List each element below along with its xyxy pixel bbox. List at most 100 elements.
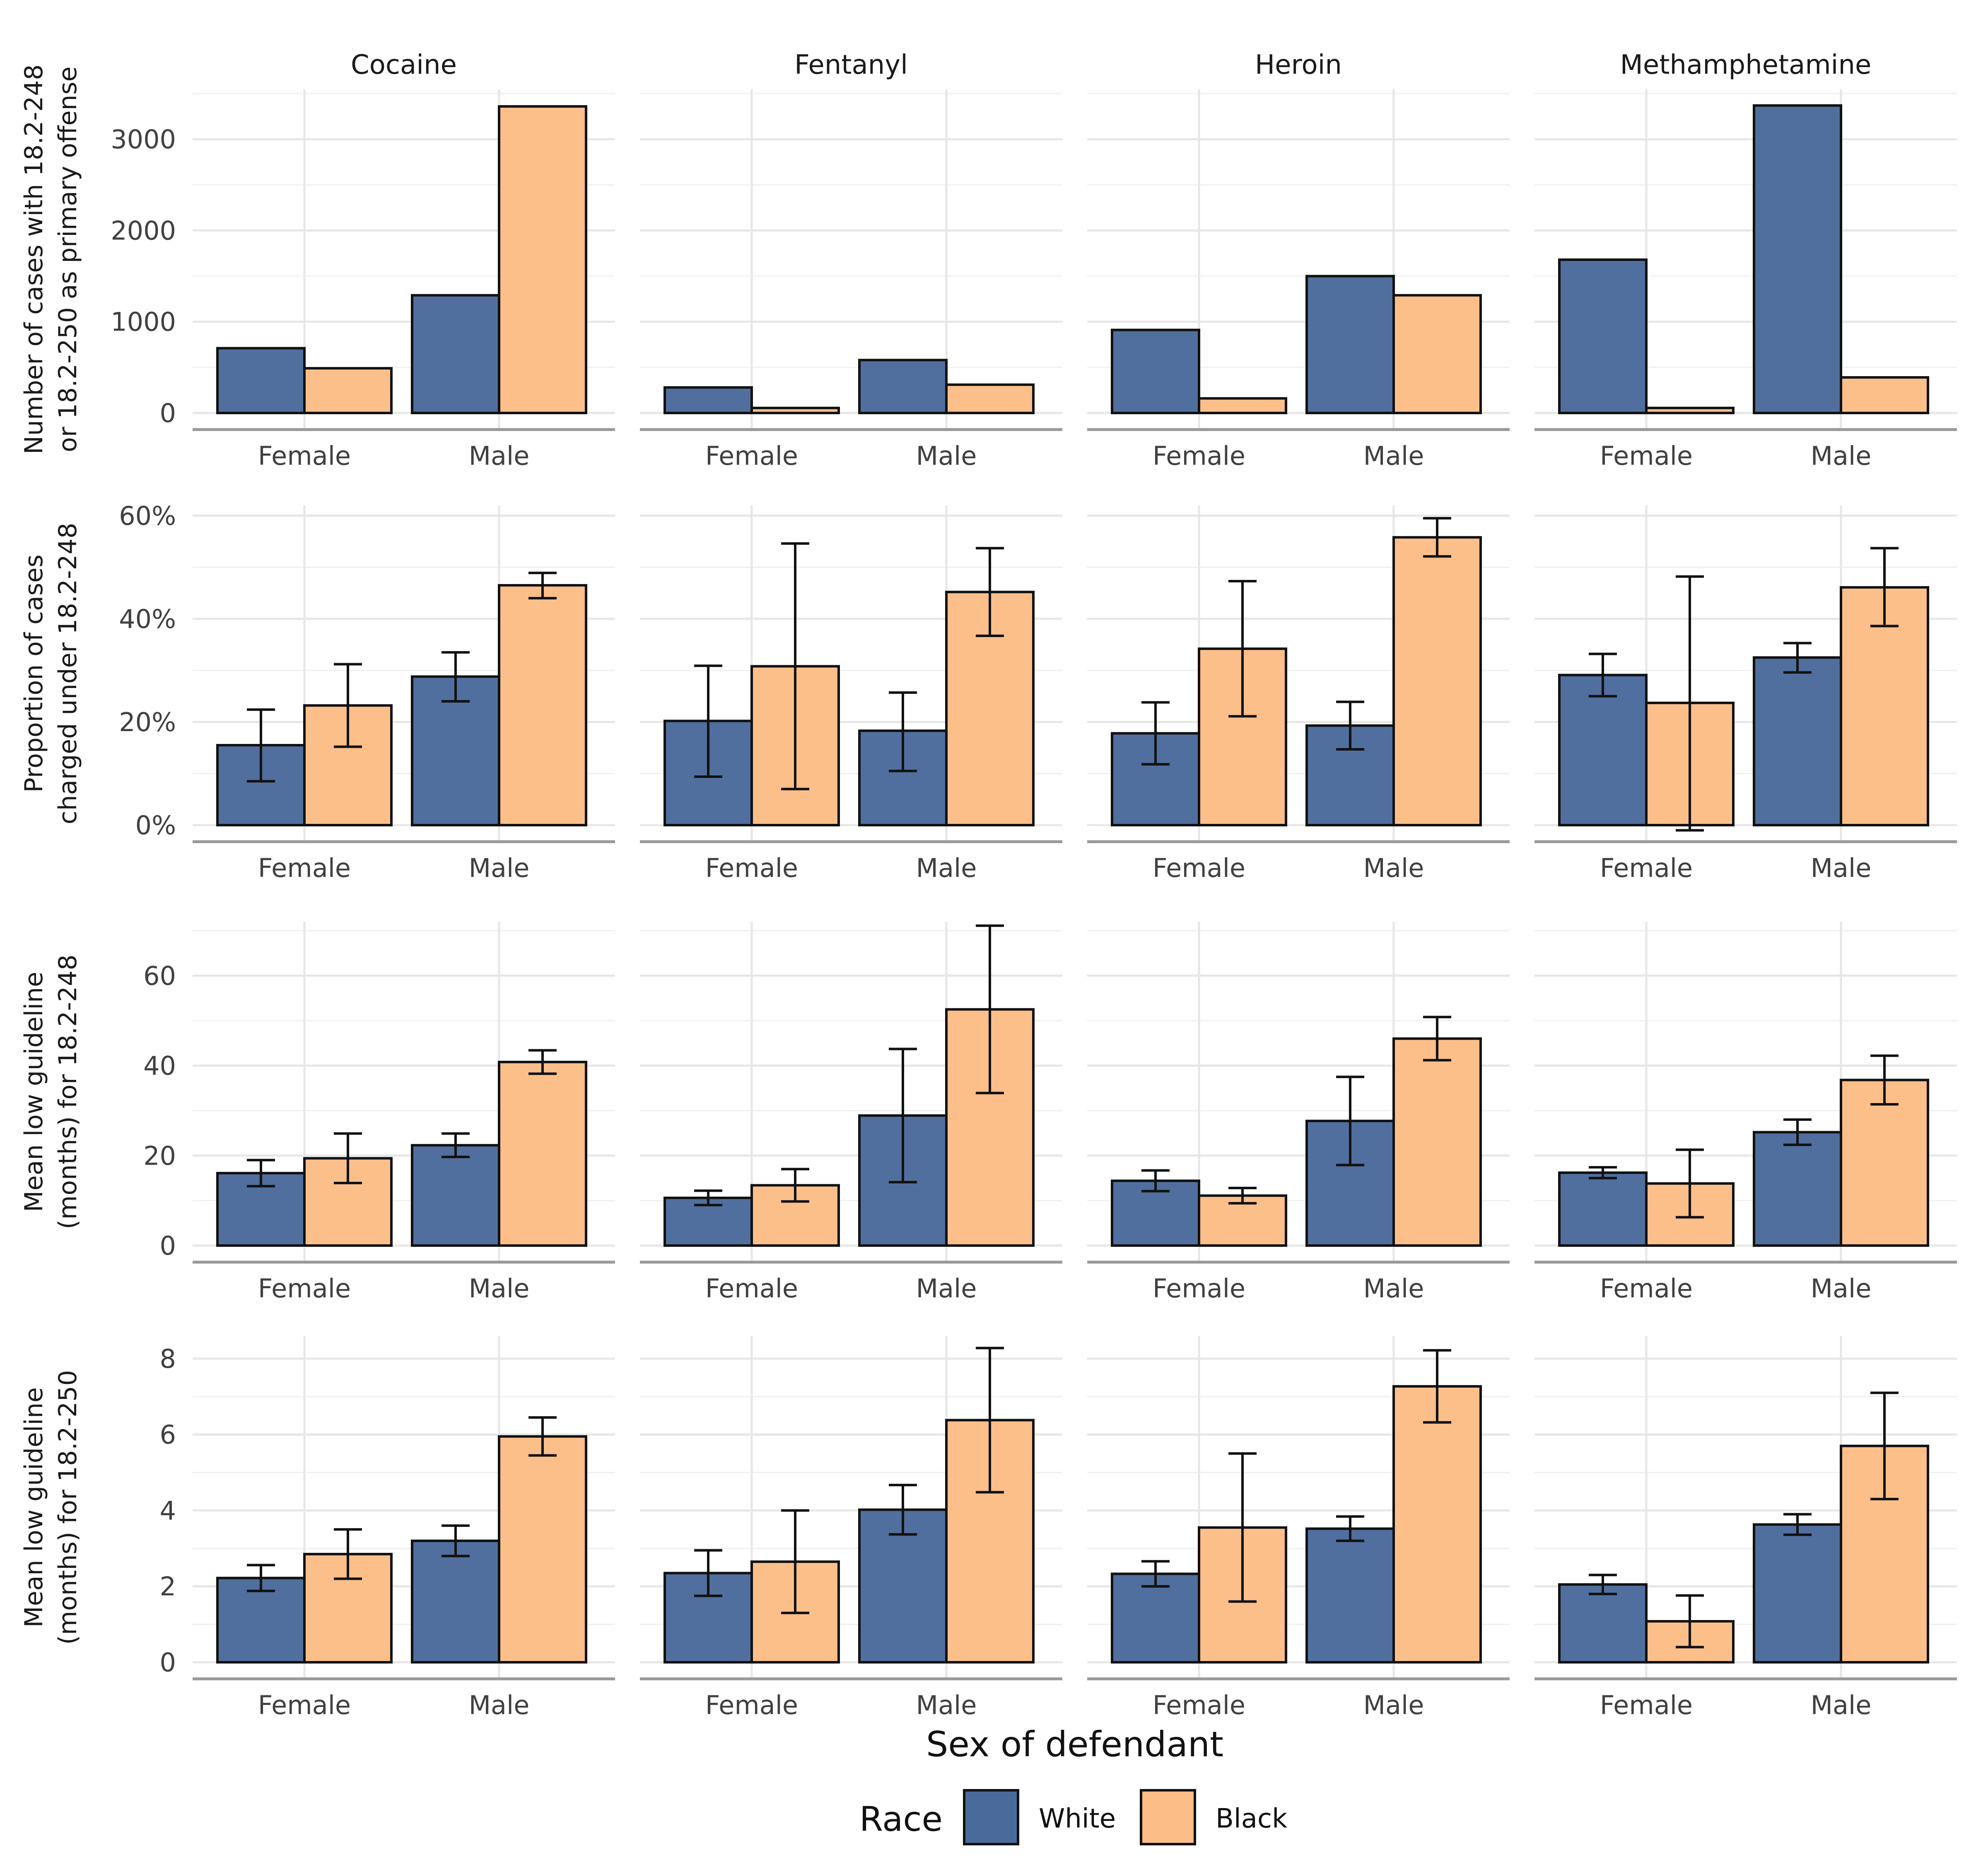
x-tick-label-female: Female [1600,853,1693,883]
bar-black-male [1392,1385,1482,1664]
legend-swatch-white [963,1789,1019,1845]
legend-title: Race [859,1800,943,1839]
x-tick-label-male: Male [469,853,530,883]
bar-black-male [498,105,587,414]
bar-white-female [1558,1171,1648,1247]
legend: Race White Black [859,1789,1287,1845]
bar-black-male [945,1419,1035,1664]
x-tick-label-female: Female [1153,853,1245,883]
y-tick-label: 3000 [111,124,176,155]
panel-methamphetamine-row-3: Female Male [1534,922,1957,1304]
bar-white-male [1753,1523,1842,1664]
x-tick-label-male: Male [1363,1273,1424,1304]
y-tick-label: 60% [119,501,176,531]
panel-cocaine-row-2: Female Male [193,505,615,883]
bar-white-male [858,359,948,415]
x-tick-label-female: Female [1153,441,1245,471]
bar-white-female [1558,674,1648,827]
x-tick-label-male: Male [916,853,977,883]
x-tick-label-female: Female [705,1273,798,1304]
legend-label-black: Black [1216,1804,1287,1834]
y-axis-title-row-3: Mean low guideline (months) for 18.2-248 [19,954,82,1229]
panel-fentanyl-row-3: Female Male [640,922,1062,1304]
x-tick-label-female: Female [258,1690,351,1720]
x-tick-label-male: Male [1363,1690,1424,1720]
y-tick-label: 20% [119,707,176,737]
facet-title-cocaine: Cocaine [351,50,457,80]
panel-fentanyl-row-2: Female Male [640,505,1062,883]
y-tick-label: 1000 [111,307,176,337]
x-tick-label-male: Male [1811,1273,1872,1304]
bar-black-male [1392,1037,1482,1247]
bar-black-male [945,383,1035,414]
panel-methamphetamine-row-4: Female Male [1534,1336,1957,1720]
x-tick-label-male: Male [916,1273,977,1304]
x-axis-title: Sex of defendant [926,1724,1223,1765]
y-tick-label: 0 [160,398,176,428]
x-tick-label-female: Female [705,1690,798,1720]
y-axis-title-line: Proportion of cases [19,555,48,793]
x-tick-label-male: Male [916,441,977,471]
x-tick-label-male: Male [1811,853,1872,883]
bar-white-male [411,1539,500,1664]
bar-black-female [750,406,840,415]
x-tick-label-male: Male [469,1273,530,1304]
bar-black-male [1392,536,1482,826]
bar-black-male [1392,294,1482,414]
panel-heroin-row-1: Female Male [1087,89,1510,471]
y-axis-title-row-1: Number of cases with 18.2-248 or 18.2-250… [19,64,82,454]
y-axis-title-line: or 18.2-250 as primary offense [53,66,82,452]
legend-swatch-black [1140,1789,1196,1845]
bar-black-male [498,584,587,826]
y-tick-label: 60 [143,961,176,991]
x-tick-label-male: Male [1811,1690,1872,1720]
y-tick-label: 20 [143,1141,176,1171]
y-tick-label: 40 [143,1051,176,1081]
x-tick-label-male: Male [1363,441,1424,471]
bar-white-male [1305,1527,1395,1664]
x-tick-label-male: Male [469,1690,530,1720]
facet-title-fentanyl: Fentanyl [794,50,908,80]
y-axis-title-row-2: Proportion of cases charged under 18.2-24… [19,523,82,824]
facet-title-heroin: Heroin [1255,50,1342,80]
x-tick-label-female: Female [258,853,351,883]
y-axis-title-line: charged under 18.2-248 [53,523,82,824]
bar-white-female [1111,328,1200,414]
y-tick-label: 2 [160,1572,176,1602]
x-tick-label-female: Female [1153,1273,1245,1304]
x-tick-label-male: Male [1811,441,1872,471]
bar-white-male [1753,104,1842,415]
y-axis-title-line: (months) for 18.2-250 [53,1370,82,1644]
bar-black-male [1840,1079,1929,1247]
bar-black-male [1840,376,1929,415]
x-tick-label-female: Female [258,441,351,471]
y-axis-title-row-4: Mean low guideline (months) for 18.2-250 [19,1370,82,1644]
y-axis-title-line: Mean low guideline [19,1387,48,1627]
bar-white-male [1305,1120,1395,1247]
y-tick-label: 0 [160,1231,176,1261]
facet-title-methamphetamine: Methamphetamine [1620,50,1872,80]
panels: Female Male Female Male Female Male Female Male… [193,89,1957,1720]
panel-heroin-row-2: Female Male [1087,505,1510,883]
y-tick-label: 0 [160,1647,176,1678]
bar-black-male [498,1435,587,1664]
legend-label-white: White [1039,1804,1116,1834]
x-tick-label-female: Female [1600,1690,1693,1720]
y-tick-label: 6 [160,1420,176,1450]
bar-black-female [1198,397,1287,415]
x-tick-label-female: Female [1600,441,1693,471]
y-tick-label: 0% [135,810,176,840]
y-tick-label: 40% [119,604,176,634]
row-axis-titles: Number of cases with 18.2-248 or 18.2-250… [19,64,176,1678]
x-tick-label-female: Female [1153,1690,1245,1720]
bar-white-male [411,294,500,414]
panel-cocaine-row-4: Female Male [193,1336,615,1720]
panel-heroin-row-3: Female Male [1087,922,1510,1304]
panel-methamphetamine-row-1: Female Male [1534,89,1957,471]
bar-black-male [498,1060,587,1247]
bar-white-female [216,347,306,414]
y-tick-label: 4 [160,1495,176,1526]
panel-cocaine-row-3: Female Male [193,922,615,1304]
panel-fentanyl-row-1: Female Male [640,89,1062,471]
